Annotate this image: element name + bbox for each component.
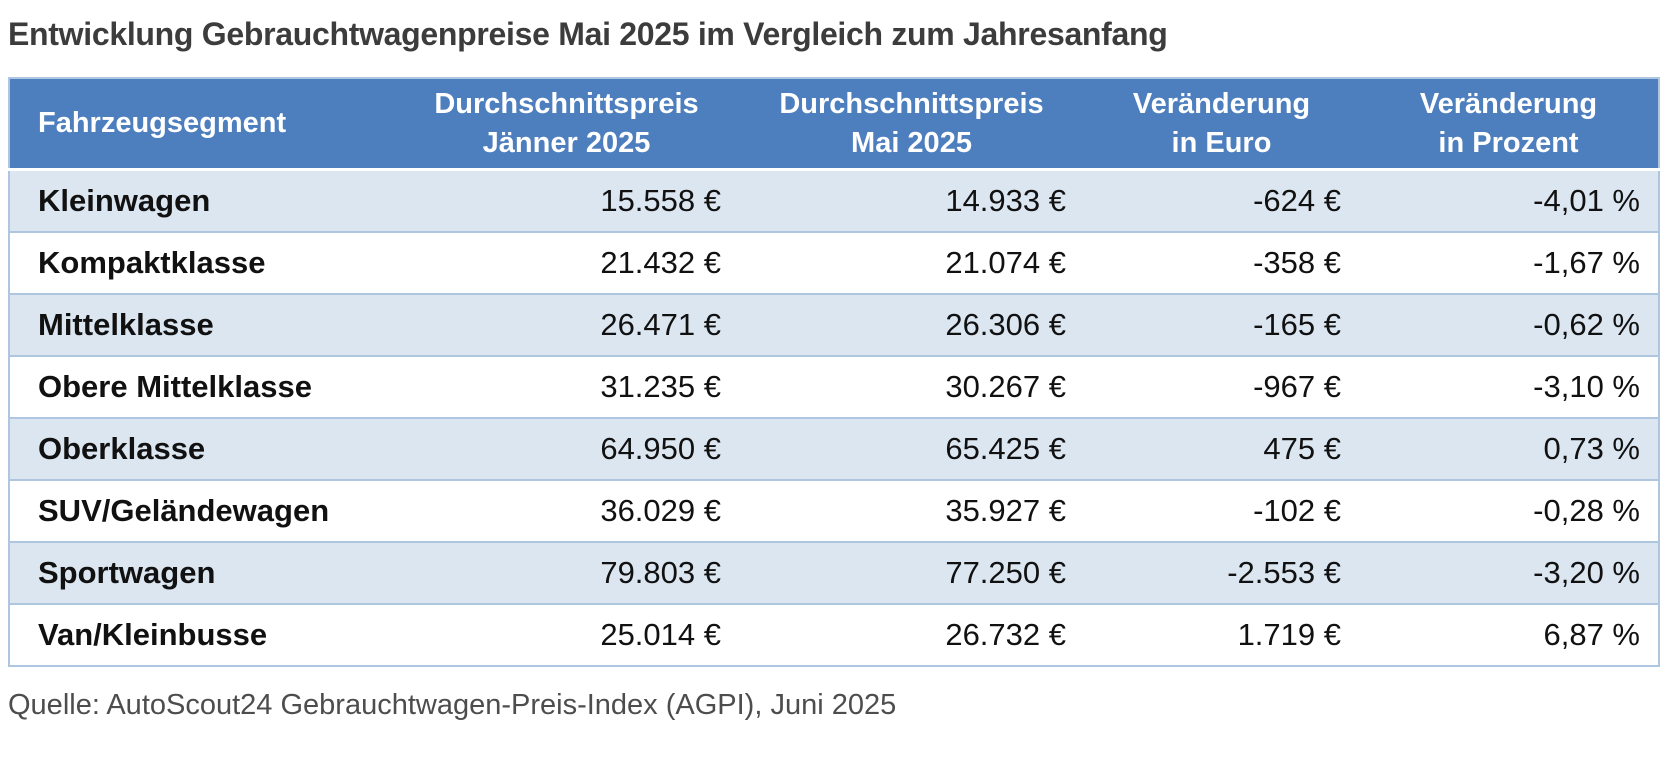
cell-segment: Obere Mittelklasse bbox=[9, 354, 394, 418]
column-header-change-percent: Veränderung in Prozent bbox=[1359, 77, 1659, 172]
cell-change-percent: 6,87 % bbox=[1359, 602, 1659, 666]
cell-change-percent: -0,62 % bbox=[1359, 292, 1659, 356]
cell-change-euro: -967 € bbox=[1084, 354, 1359, 418]
source-caption: Quelle: AutoScout24 Gebrauchtwagen-Preis… bbox=[8, 688, 897, 721]
column-header-change-euro: Veränderung in Euro bbox=[1084, 77, 1359, 172]
column-header-price-may: Durchschnittspreis Mai 2025 bbox=[739, 77, 1084, 172]
cell-price-may: 35.927 € bbox=[739, 478, 1084, 542]
cell-price-jan: 36.029 € bbox=[394, 478, 739, 542]
column-header-change-euro-line1: Veränderung bbox=[1132, 88, 1311, 121]
used-car-price-table: Fahrzeugsegment Durchschnittspreis Jänne… bbox=[8, 76, 1660, 667]
column-header-change-percent-line2: in Prozent bbox=[1438, 126, 1579, 159]
cell-segment: Kompaktklasse bbox=[9, 230, 394, 294]
table-row-van-kleinbusse: Van/Kleinbusse 25.014 € 26.732 € 1.719 €… bbox=[9, 602, 1659, 666]
cell-change-euro: 475 € bbox=[1084, 416, 1359, 480]
table-row-oberklasse: Oberklasse 64.950 € 65.425 € 475 € 0,73 … bbox=[9, 416, 1659, 480]
column-header-price-jan: Durchschnittspreis Jänner 2025 bbox=[394, 77, 739, 172]
cell-segment: Mittelklasse bbox=[9, 292, 394, 356]
column-header-change-percent-line1: Veränderung bbox=[1419, 88, 1598, 121]
column-header-price-jan-line2: Jänner 2025 bbox=[482, 126, 651, 159]
cell-segment: SUV/Geländewagen bbox=[9, 478, 394, 542]
column-header-price-may-line1: Durchschnittspreis bbox=[779, 88, 1044, 121]
column-header-price-may-line2: Mai 2025 bbox=[851, 126, 972, 159]
cell-change-euro: -624 € bbox=[1084, 169, 1359, 232]
cell-segment: Kleinwagen bbox=[9, 169, 394, 232]
cell-change-percent: -1,67 % bbox=[1359, 230, 1659, 294]
table-row-kompaktklasse: Kompaktklasse 21.432 € 21.074 € -358 € -… bbox=[9, 230, 1659, 294]
cell-price-jan: 15.558 € bbox=[394, 169, 739, 232]
table-row-suv-gelaendewagen: SUV/Geländewagen 36.029 € 35.927 € -102 … bbox=[9, 478, 1659, 542]
cell-change-euro: -358 € bbox=[1084, 230, 1359, 294]
table-row-mittelklasse: Mittelklasse 26.471 € 26.306 € -165 € -0… bbox=[9, 292, 1659, 356]
column-header-segment-label: Fahrzeugsegment bbox=[38, 107, 287, 140]
cell-price-jan: 79.803 € bbox=[394, 540, 739, 604]
cell-price-jan: 21.432 € bbox=[394, 230, 739, 294]
cell-price-may: 26.306 € bbox=[739, 292, 1084, 356]
cell-price-jan: 31.235 € bbox=[394, 354, 739, 418]
cell-change-euro: -102 € bbox=[1084, 478, 1359, 542]
cell-change-percent: -4,01 % bbox=[1359, 169, 1659, 232]
cell-change-percent: -0,28 % bbox=[1359, 478, 1659, 542]
cell-change-percent: -3,20 % bbox=[1359, 540, 1659, 604]
cell-price-may: 21.074 € bbox=[739, 230, 1084, 294]
cell-price-may: 30.267 € bbox=[739, 354, 1084, 418]
cell-price-may: 65.425 € bbox=[739, 416, 1084, 480]
cell-price-may: 26.732 € bbox=[739, 602, 1084, 666]
table-row-kleinwagen: Kleinwagen 15.558 € 14.933 € -624 € -4,0… bbox=[9, 169, 1659, 232]
table-row-sportwagen: Sportwagen 79.803 € 77.250 € -2.553 € -3… bbox=[9, 540, 1659, 604]
cell-change-euro: -2.553 € bbox=[1084, 540, 1359, 604]
cell-segment: Van/Kleinbusse bbox=[9, 602, 394, 666]
table-row-obere-mittelklasse: Obere Mittelklasse 31.235 € 30.267 € -96… bbox=[9, 354, 1659, 418]
cell-price-jan: 25.014 € bbox=[394, 602, 739, 666]
cell-price-may: 14.933 € bbox=[739, 169, 1084, 232]
cell-change-percent: -3,10 % bbox=[1359, 354, 1659, 418]
column-header-price-jan-line1: Durchschnittspreis bbox=[434, 88, 699, 121]
page-title: Entwicklung Gebrauchtwagenpreise Mai 202… bbox=[8, 16, 1168, 52]
cell-change-percent: 0,73 % bbox=[1359, 416, 1659, 480]
cell-change-euro: 1.719 € bbox=[1084, 602, 1359, 666]
column-header-segment: Fahrzeugsegment bbox=[9, 77, 394, 172]
cell-price-jan: 64.950 € bbox=[394, 416, 739, 480]
table-header-row: Fahrzeugsegment Durchschnittspreis Jänne… bbox=[9, 77, 1659, 172]
cell-price-may: 77.250 € bbox=[739, 540, 1084, 604]
cell-segment: Sportwagen bbox=[9, 540, 394, 604]
cell-price-jan: 26.471 € bbox=[394, 292, 739, 356]
cell-segment: Oberklasse bbox=[9, 416, 394, 480]
cell-change-euro: -165 € bbox=[1084, 292, 1359, 356]
column-header-change-euro-line2: in Euro bbox=[1171, 126, 1272, 159]
